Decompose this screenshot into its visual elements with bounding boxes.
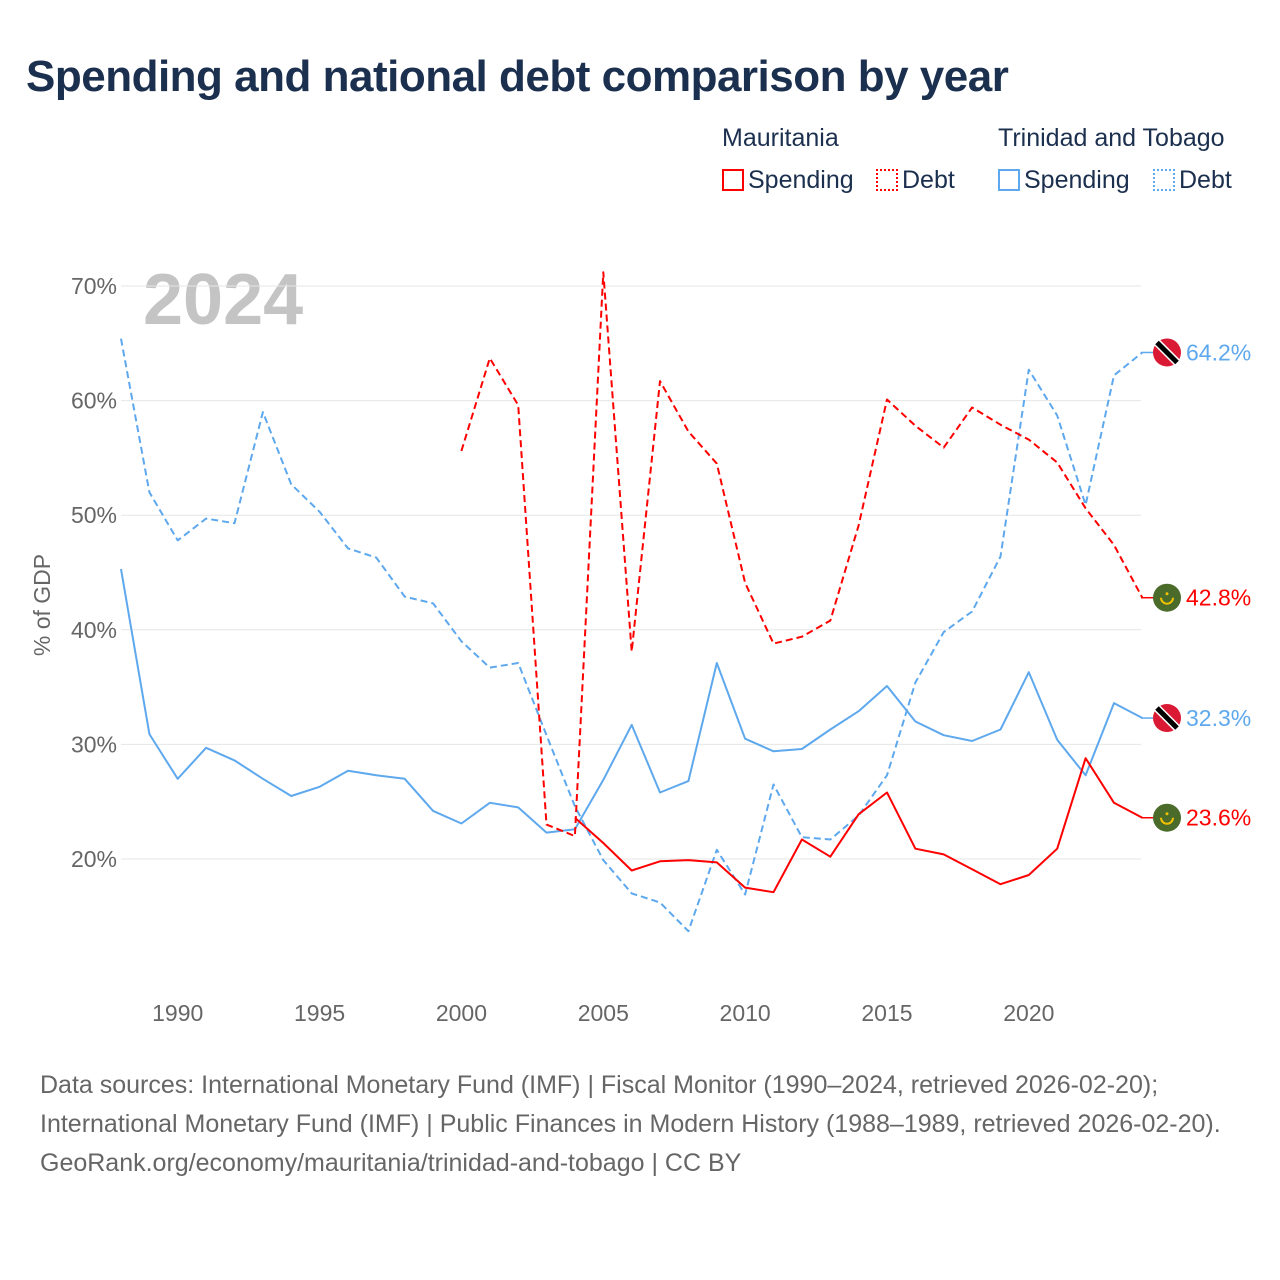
legend-swatch-dotted [1153,169,1175,191]
end-value-label: 42.8% [1186,585,1251,611]
series-line-trinidad-and-tobago-debt [120,338,1143,933]
legend-mauritania-debt[interactable]: Debt [876,166,955,195]
legend-label: Spending [748,166,854,194]
y-tick-label: 70% [71,273,117,299]
x-tick-label: 1995 [294,1000,345,1026]
x-tick-label: 2010 [720,1000,771,1026]
end-value-label: 23.6% [1186,805,1251,831]
chart-title: Spending and national debt comparison by… [26,52,1009,101]
legend-swatch-dotted [876,169,898,191]
data-sources: Data sources: International Monetary Fun… [40,1071,1221,1138]
series-line-mauritania-debt [460,271,1144,838]
y-tick-label: 30% [71,731,117,757]
flag-stripe [1155,706,1179,730]
end-value-label: 32.3% [1186,705,1251,731]
x-tick-label: 2015 [861,1000,912,1026]
source-link[interactable]: GeoRank.org/economy/mauritania/trinidad-… [40,1149,742,1177]
legend-swatch-solid [998,169,1020,191]
legend-label: Spending [1024,166,1130,194]
legend-trinidad-debt[interactable]: Debt [1153,166,1232,195]
mauritania-flag-icon [1153,583,1181,612]
legend-country-trinidad: Trinidad and Tobago [998,124,1225,152]
legend-trinidad-spending[interactable]: Spending [998,166,1130,195]
flag-star [1165,592,1169,596]
x-tick-label: 2000 [436,1000,487,1026]
flag-crescent [1160,597,1174,605]
end-value-label: 64.2% [1186,339,1251,365]
legend-label: Debt [902,166,955,194]
x-tick-label: 1990 [152,1000,203,1026]
footer: Data sources: International Monetary Fun… [40,1066,1240,1183]
year-watermark: 2024 [143,260,303,340]
series-line-mauritania-spending [574,757,1143,894]
flag-crescent [1160,817,1174,825]
y-tick-label: 50% [71,502,117,528]
series-line-trinidad-and-tobago-spending [120,568,1143,834]
flag-star [1165,812,1169,816]
flag-stripe [1155,340,1179,365]
plot-area: 2024 20% 30% 40% 50% 60% 70% 1990 1995 2000 2005 20… [29,260,1251,1026]
legend-mauritania-spending[interactable]: Spending [722,166,854,195]
y-axis-label: % of GDP [29,554,55,656]
y-tick-label: 20% [71,846,117,872]
mauritania-flag-icon [1153,803,1181,832]
legend-label: Debt [1179,166,1232,194]
x-tick-label: 2005 [578,1000,629,1026]
legend-swatch-solid [722,169,744,191]
legend-country-mauritania: Mauritania [722,124,839,152]
x-tick-label: 2020 [1003,1000,1054,1026]
y-tick-label: 60% [71,388,117,414]
y-tick-label: 40% [71,617,117,643]
